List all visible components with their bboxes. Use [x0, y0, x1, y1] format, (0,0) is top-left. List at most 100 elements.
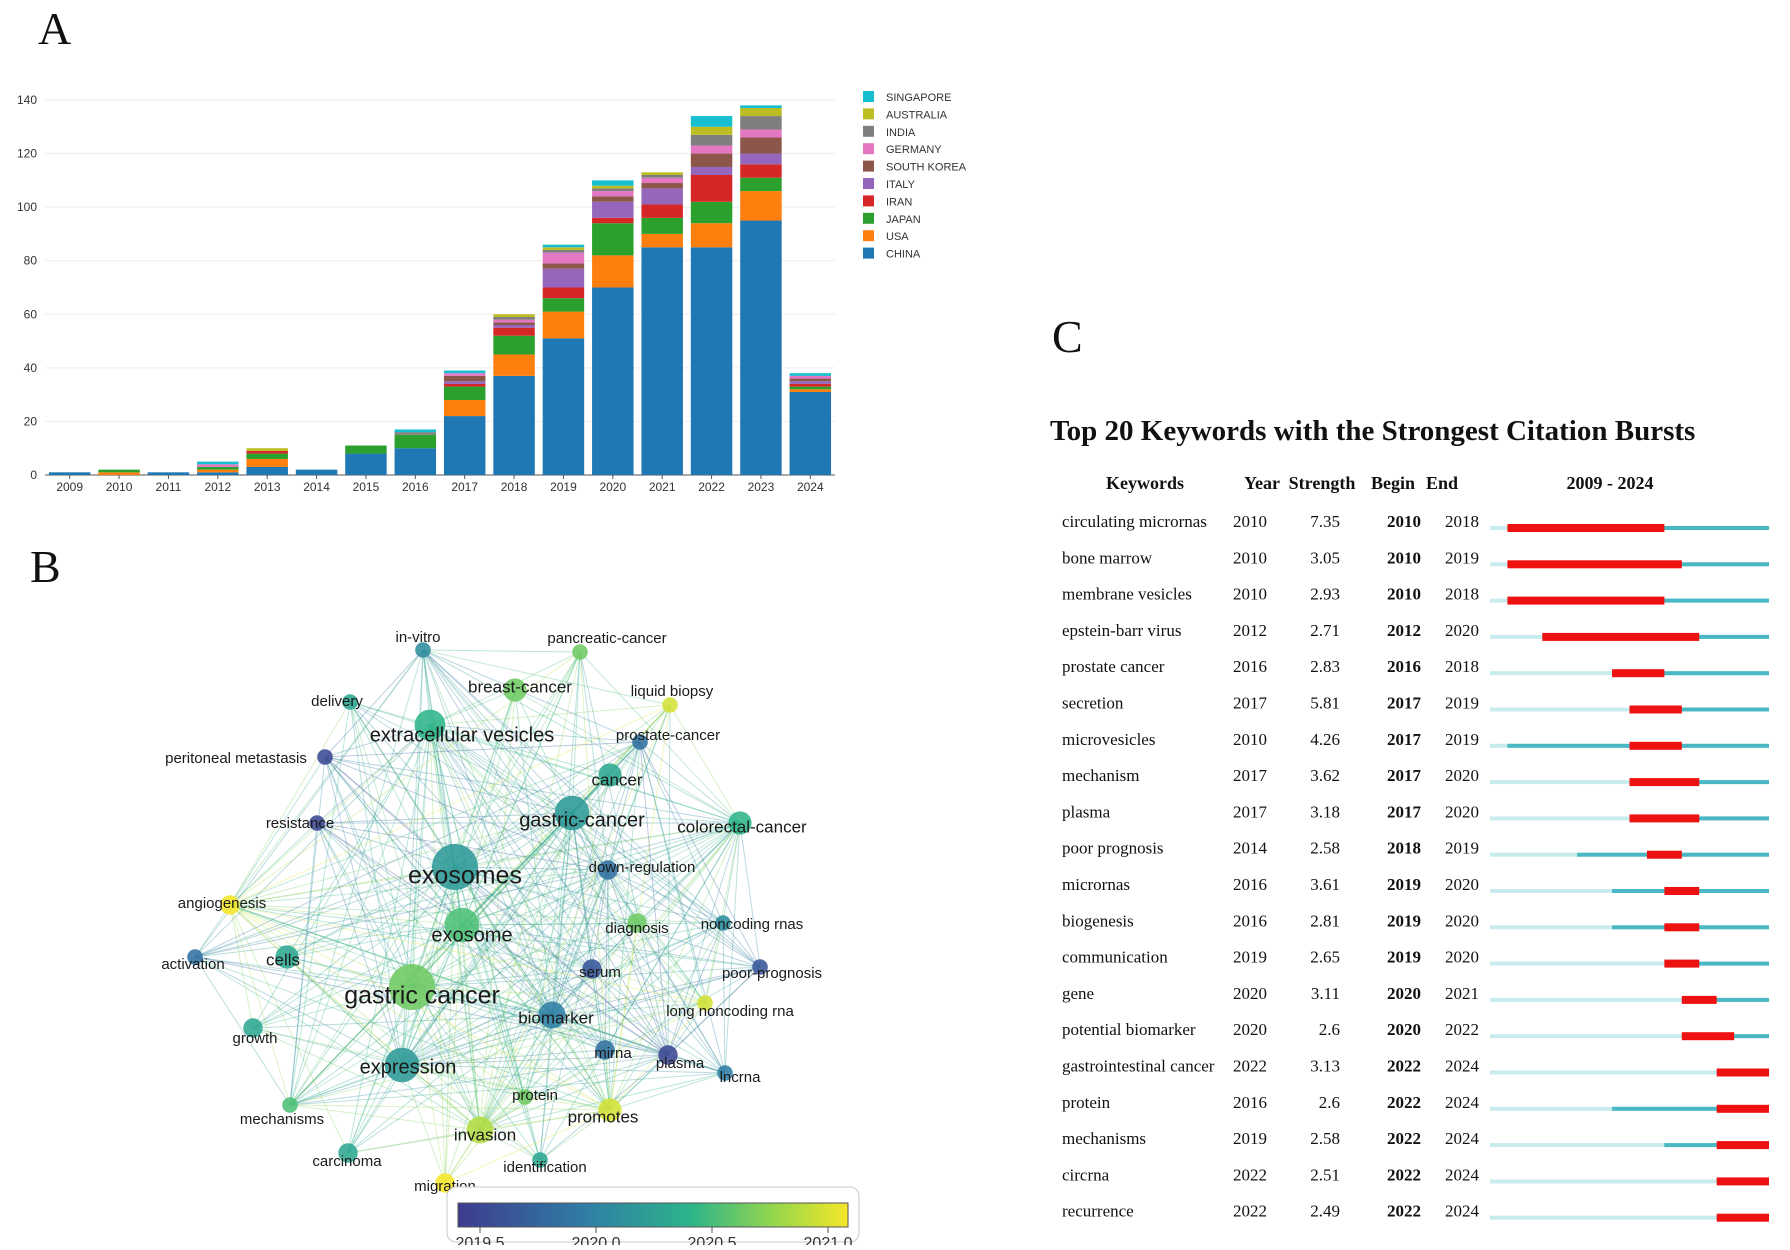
network-node-label: mechanisms — [240, 1111, 324, 1128]
bar-segment-italy — [690, 166, 733, 175]
burst-year: 2014 — [1233, 839, 1268, 858]
network-edge — [551, 741, 641, 1016]
network-edge — [289, 1072, 726, 1106]
network-node — [432, 844, 478, 890]
network-edge — [551, 966, 761, 1016]
panel-letter-c: C — [1052, 311, 1083, 362]
network-node — [658, 1045, 678, 1065]
x-tick-label: 2020 — [599, 480, 626, 494]
burst-begin: 2019 — [1387, 948, 1421, 967]
burst-year: 2022 — [1233, 1165, 1267, 1184]
legend-swatch — [863, 108, 874, 120]
burst-end: 2024 — [1445, 1093, 1480, 1112]
network-edge — [401, 741, 641, 1066]
burst-end: 2020 — [1445, 766, 1479, 785]
network-edge — [454, 866, 526, 1098]
network-edge — [667, 922, 724, 1056]
burst-begin: 2010 — [1387, 548, 1421, 567]
network-edge — [401, 1049, 606, 1066]
bar-segment-south-korea — [641, 183, 683, 189]
network-edge — [461, 689, 516, 926]
network-edge — [591, 822, 741, 970]
network-edge — [316, 822, 403, 1066]
bar-segment-usa — [789, 389, 832, 392]
network-edge — [289, 966, 761, 1106]
burst-active-span — [1629, 707, 1769, 712]
network-edge — [289, 924, 463, 1106]
network-edge — [324, 756, 456, 868]
bar-segment-usa — [690, 223, 733, 248]
burst-year: 2020 — [1233, 1020, 1267, 1039]
network-edge — [229, 649, 424, 906]
network-edge — [229, 904, 553, 1016]
bar-segment-japan — [789, 386, 832, 390]
network-edge — [454, 822, 741, 868]
network-edge — [454, 866, 606, 1051]
network-edge — [229, 812, 573, 906]
network-node-label: prostate-cancer — [616, 727, 720, 744]
burst-begin: 2019 — [1387, 875, 1421, 894]
burst-keyword: biogenesis — [1062, 911, 1134, 930]
burst-strength: 3.61 — [1310, 875, 1340, 894]
network-node-label: cancer — [591, 771, 642, 790]
burst-keyword: protein — [1062, 1093, 1111, 1112]
network-node-label: gastric-cancer — [519, 810, 645, 832]
bar-segment-singapore — [789, 373, 832, 376]
network-edge — [479, 704, 671, 1131]
network-node — [384, 1047, 420, 1083]
network-node-label: biomarker — [518, 1009, 594, 1028]
network-edge — [704, 922, 724, 1004]
network-node-label: exosomes — [408, 861, 522, 889]
network-edge — [604, 822, 741, 1051]
burst-strength: 2.6 — [1319, 1093, 1340, 1112]
network-node-label: mirna — [594, 1045, 632, 1062]
burst-keyword: secretion — [1062, 694, 1124, 713]
network-edge — [194, 904, 231, 958]
network-edge — [252, 924, 463, 1029]
network-node-label: identification — [503, 1159, 586, 1176]
bar-segment-italy — [443, 381, 486, 384]
network-edge — [461, 812, 573, 926]
burst-keyword: mechanism — [1062, 766, 1139, 785]
burst-strength: 2.71 — [1310, 621, 1340, 640]
burst-keyword: potential biomarker — [1062, 1020, 1196, 1039]
network-node — [572, 644, 588, 660]
burst-begin: 2018 — [1387, 839, 1421, 858]
network-edge — [229, 704, 671, 906]
burst-keyword: gastrointestinal cancer — [1062, 1057, 1215, 1076]
bar-segment-india — [592, 188, 634, 192]
bar-segment-australia — [246, 448, 288, 451]
network-node-label: noncoding rnas — [701, 916, 804, 933]
network-edge — [551, 651, 581, 1016]
legend-label: JAPAN — [886, 214, 921, 226]
column-header: Year — [1244, 473, 1280, 493]
x-tick-label: 2023 — [748, 480, 775, 494]
burst-end: 2024 — [1445, 1129, 1480, 1148]
bar-segment-south-korea — [740, 137, 782, 154]
network-edge — [324, 649, 424, 758]
network-node — [309, 815, 325, 831]
network-edge — [524, 1054, 669, 1098]
burst-bar — [1629, 814, 1700, 823]
table-title: Top 20 Keywords with the Strongest Citat… — [1050, 415, 1695, 447]
bar-segment-australia — [641, 172, 683, 175]
burst-begin: 2016 — [1387, 657, 1421, 676]
network-edge — [429, 724, 638, 924]
colorbar-tick-label: 2020.5 — [688, 1235, 737, 1245]
network-edge — [479, 812, 573, 1131]
network-edge — [194, 869, 609, 958]
network-edge — [411, 986, 611, 1111]
network-edge — [609, 704, 671, 1111]
network-edge — [551, 704, 671, 1016]
network-edge — [324, 756, 481, 1131]
network-edge — [429, 704, 671, 726]
bar-segment-south-korea — [493, 322, 535, 325]
bar-segment-china — [592, 287, 634, 475]
burst-end: 2018 — [1445, 657, 1479, 676]
bar-segment-iran — [690, 175, 733, 202]
network-edge — [401, 1002, 706, 1066]
burst-strength: 3.05 — [1310, 548, 1340, 567]
burst-keyword: circrna — [1062, 1165, 1110, 1184]
network-edge — [349, 701, 413, 988]
network-edge — [324, 756, 669, 1056]
